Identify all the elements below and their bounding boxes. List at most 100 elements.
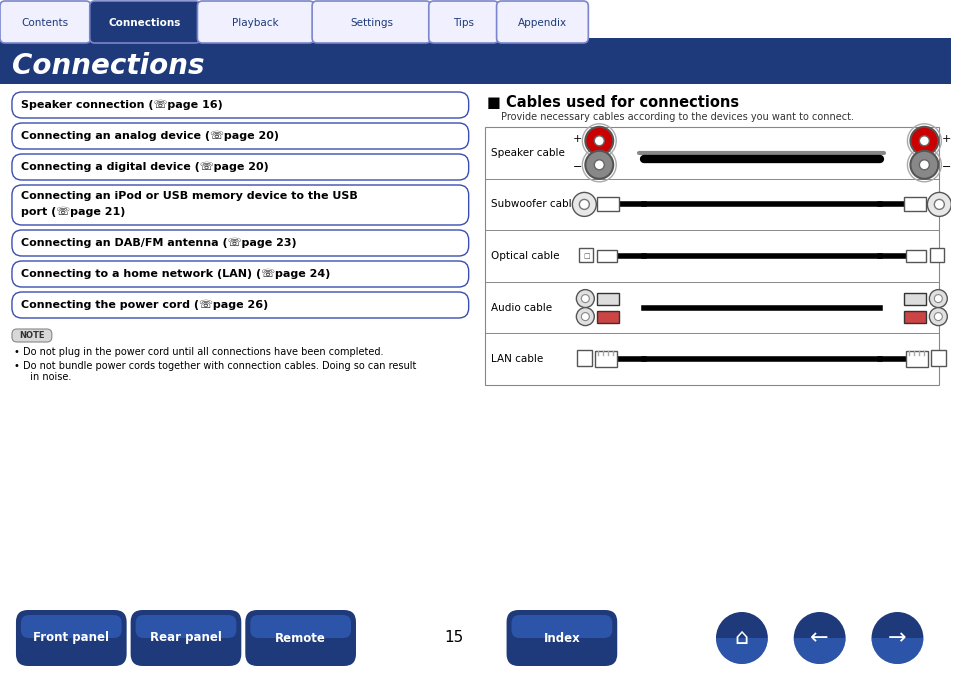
Bar (577, 350, 592, 366)
FancyBboxPatch shape (12, 123, 468, 149)
Text: port (☏page 21): port (☏page 21) (21, 207, 125, 217)
FancyBboxPatch shape (428, 1, 498, 43)
Text: +: + (572, 134, 581, 144)
FancyBboxPatch shape (135, 615, 236, 638)
Text: ←: ← (809, 628, 828, 648)
Text: Connecting an analog device (☏page 20): Connecting an analog device (☏page 20) (21, 131, 278, 141)
Circle shape (928, 308, 946, 326)
Bar (905, 351, 927, 367)
Circle shape (576, 308, 594, 326)
Text: Connecting to a home network (LAN) (☏page 24): Connecting to a home network (LAN) (☏pag… (21, 269, 330, 279)
Circle shape (793, 612, 844, 664)
Text: Connecting a digital device (☏page 20): Connecting a digital device (☏page 20) (21, 162, 269, 172)
FancyBboxPatch shape (16, 610, 127, 666)
Text: • Do not plug in the power cord until all connections have been completed.: • Do not plug in the power cord until al… (14, 347, 383, 357)
Bar (595, 351, 617, 367)
Text: Optical cable: Optical cable (490, 251, 558, 261)
Circle shape (933, 295, 942, 303)
FancyBboxPatch shape (511, 615, 612, 638)
Text: −: − (572, 162, 581, 172)
Text: Rear panel: Rear panel (150, 631, 222, 645)
Circle shape (933, 312, 942, 320)
Bar (597, 293, 618, 305)
Circle shape (594, 160, 603, 170)
FancyBboxPatch shape (12, 230, 468, 256)
Text: ⌂: ⌂ (734, 628, 748, 648)
Circle shape (919, 160, 928, 170)
Circle shape (928, 289, 946, 308)
FancyBboxPatch shape (21, 615, 122, 638)
Text: Subwoofer cable: Subwoofer cable (490, 199, 577, 209)
Text: Index: Index (543, 631, 579, 645)
Text: Connections: Connections (12, 52, 204, 80)
FancyBboxPatch shape (497, 1, 588, 43)
Bar (597, 250, 617, 262)
Bar (597, 311, 618, 322)
Text: →: → (887, 628, 905, 648)
Text: Speaker cable: Speaker cable (490, 148, 564, 157)
Text: □: □ (582, 253, 589, 259)
Bar (578, 248, 593, 262)
Text: LAN cable: LAN cable (490, 354, 542, 364)
Text: Connections: Connections (109, 18, 181, 28)
Text: Provide necessary cables according to the devices you want to connect.: Provide necessary cables according to th… (500, 112, 853, 122)
Bar (905, 250, 925, 262)
Bar (0, 48, 950, 84)
FancyBboxPatch shape (90, 1, 200, 43)
FancyBboxPatch shape (12, 292, 468, 318)
Text: in noise.: in noise. (24, 372, 71, 382)
Circle shape (919, 136, 928, 146)
Circle shape (580, 295, 589, 303)
Circle shape (909, 127, 938, 155)
Circle shape (580, 312, 589, 320)
Circle shape (594, 136, 603, 146)
Wedge shape (715, 638, 767, 664)
Text: Contents: Contents (22, 18, 69, 28)
Bar (484, 127, 939, 385)
Text: ■ Cables used for connections: ■ Cables used for connections (486, 95, 738, 110)
Text: Remote: Remote (274, 631, 326, 645)
Text: −: − (941, 162, 950, 172)
Text: • Do not bundle power cords together with connection cables. Doing so can result: • Do not bundle power cords together wit… (14, 361, 416, 371)
Circle shape (576, 289, 594, 308)
Text: Settings: Settings (350, 18, 393, 28)
Bar (903, 311, 925, 322)
Text: Front panel: Front panel (33, 631, 110, 645)
Text: Speaker connection (☏page 16): Speaker connection (☏page 16) (21, 100, 222, 110)
Text: Audio cable: Audio cable (490, 303, 551, 312)
Bar (930, 350, 945, 366)
Circle shape (933, 199, 943, 209)
FancyBboxPatch shape (0, 1, 91, 43)
Wedge shape (871, 638, 923, 664)
Text: Appendix: Appendix (517, 18, 566, 28)
Text: 15: 15 (444, 631, 463, 645)
Wedge shape (793, 638, 844, 664)
Circle shape (909, 151, 938, 179)
FancyBboxPatch shape (12, 92, 468, 118)
FancyBboxPatch shape (12, 329, 51, 342)
Text: NOTE: NOTE (19, 331, 45, 340)
FancyBboxPatch shape (12, 185, 468, 225)
FancyBboxPatch shape (12, 261, 468, 287)
Text: Connecting an iPod or USB memory device to the USB: Connecting an iPod or USB memory device … (21, 191, 357, 201)
Text: Connecting the power cord (☏page 26): Connecting the power cord (☏page 26) (21, 300, 268, 310)
FancyBboxPatch shape (250, 615, 351, 638)
Circle shape (585, 127, 613, 155)
Circle shape (871, 612, 923, 664)
FancyBboxPatch shape (12, 154, 468, 180)
Circle shape (715, 612, 767, 664)
Circle shape (572, 192, 596, 217)
Text: Playback: Playback (233, 18, 279, 28)
Bar (929, 248, 943, 262)
Text: Tips: Tips (453, 18, 474, 28)
Bar (903, 197, 925, 211)
Bar (597, 197, 618, 211)
Circle shape (578, 199, 589, 209)
Bar (0, 38, 950, 48)
FancyBboxPatch shape (131, 610, 241, 666)
Circle shape (585, 151, 613, 179)
Circle shape (926, 192, 950, 217)
Text: +: + (941, 134, 950, 144)
Bar (903, 293, 925, 305)
FancyBboxPatch shape (506, 610, 617, 666)
